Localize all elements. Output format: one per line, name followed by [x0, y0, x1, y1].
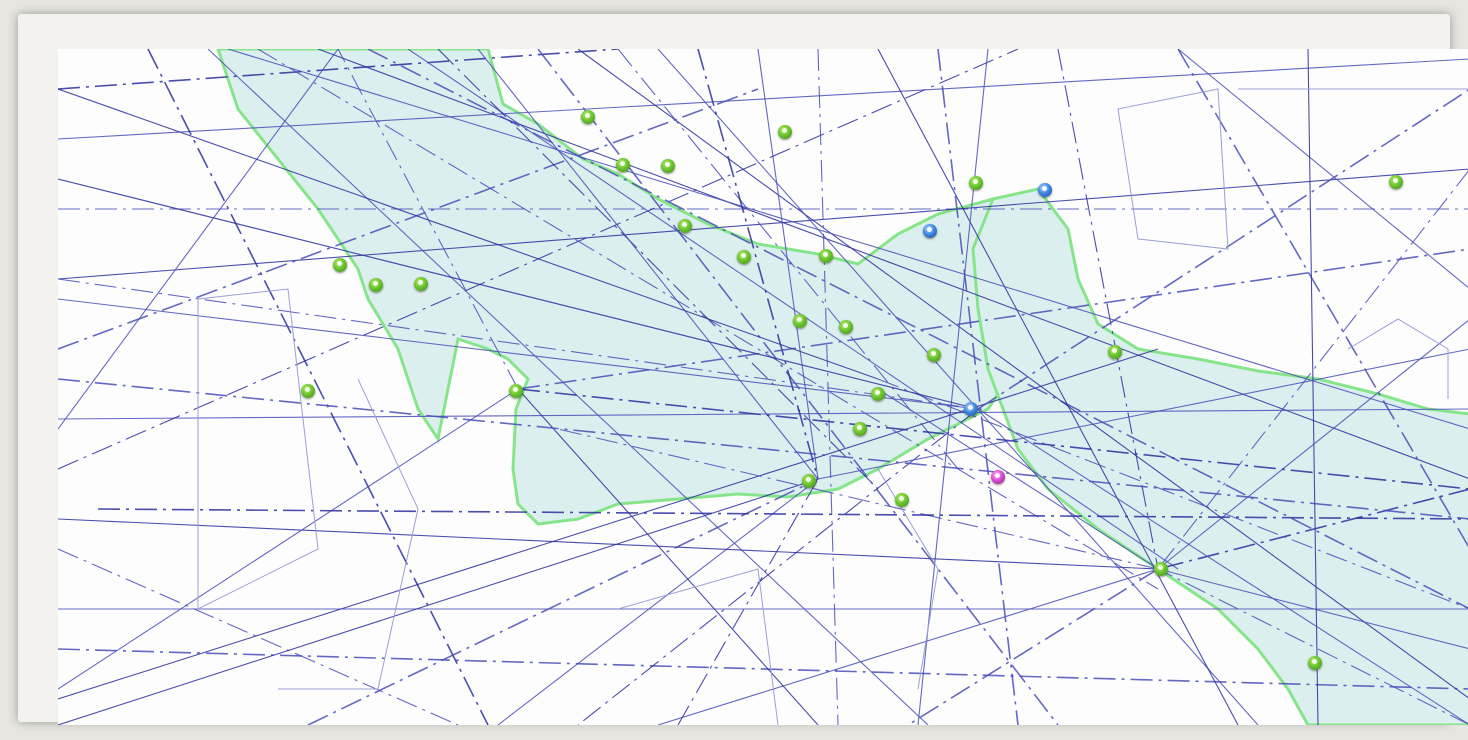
- green-airport-marker[interactable]: [301, 384, 315, 398]
- airway-line: [337, 49, 519, 390]
- airway-line: [58, 298, 979, 410]
- airway-line: [58, 478, 819, 725]
- airway-line: [227, 49, 1468, 429]
- airway-line: [757, 49, 819, 480]
- green-airport-marker[interactable]: [414, 277, 428, 291]
- airway-network: [58, 49, 1468, 725]
- green-airport-marker[interactable]: [678, 219, 692, 233]
- green-airport-marker[interactable]: [778, 125, 792, 139]
- airway-line: [657, 49, 1259, 725]
- airway-line: [657, 568, 1159, 725]
- airway-line: [58, 58, 1468, 140]
- airway-line: [517, 248, 1468, 390]
- airway-line: [1177, 49, 1468, 289]
- airway-line: [877, 49, 1239, 725]
- airway-line: [557, 428, 1159, 570]
- airway-map: [58, 49, 1468, 725]
- airway-line: [677, 478, 819, 725]
- airway-line: [697, 49, 819, 480]
- airway-line: [477, 49, 819, 480]
- green-airport-marker[interactable]: [1108, 345, 1122, 359]
- map-frame: [18, 14, 1468, 725]
- green-airport-marker[interactable]: [819, 249, 833, 263]
- airway-line: [1177, 49, 1468, 548]
- airway-line: [977, 408, 1468, 725]
- airway-line: [907, 568, 1159, 725]
- airway-line: [58, 518, 1159, 570]
- green-airport-marker[interactable]: [927, 348, 941, 362]
- magenta-airport-marker[interactable]: [991, 470, 1005, 484]
- airway-line: [877, 378, 1468, 609]
- blue-airport-marker[interactable]: [923, 224, 937, 238]
- airway-line: [58, 388, 519, 690]
- green-airport-marker[interactable]: [853, 422, 867, 436]
- land-west: [216, 49, 1040, 526]
- airway-line: [307, 478, 819, 725]
- airway-line: [577, 408, 979, 725]
- airway-line: [58, 88, 759, 350]
- green-airport-marker[interactable]: [793, 314, 807, 328]
- green-airport-marker[interactable]: [802, 474, 816, 488]
- airspace-boundary: [1347, 318, 1449, 399]
- blue-airport-marker[interactable]: [964, 402, 978, 416]
- green-airport-marker[interactable]: [737, 250, 751, 264]
- green-airport-marker[interactable]: [661, 159, 675, 173]
- airway-line: [58, 178, 979, 410]
- green-airport-marker[interactable]: [839, 320, 853, 334]
- airway-line: [1157, 319, 1468, 570]
- green-airport-marker[interactable]: [895, 493, 909, 507]
- land-east: [971, 187, 1468, 725]
- airspace-boundary: [278, 378, 419, 690]
- green-airport-marker[interactable]: [616, 158, 630, 172]
- airway-line: [577, 49, 1468, 699]
- airway-line: [1157, 568, 1468, 725]
- airway-line: [617, 49, 959, 470]
- airspace-boundary: [197, 288, 319, 610]
- green-airport-marker[interactable]: [369, 278, 383, 292]
- airway-line: [1057, 49, 1159, 570]
- airway-line: [877, 388, 1159, 570]
- airway-line: [58, 548, 459, 725]
- green-airport-marker[interactable]: [581, 110, 595, 124]
- airspace-boundary: [617, 568, 779, 725]
- airway-line: [58, 49, 619, 90]
- airway-line: [917, 49, 989, 725]
- airway-line: [1157, 488, 1468, 570]
- airway-line: [937, 49, 1019, 725]
- airway-line: [58, 278, 979, 410]
- airway-line: [207, 49, 929, 725]
- enroute-chart[interactable]: [58, 49, 1468, 725]
- airway-line: [147, 49, 489, 725]
- green-airport-marker[interactable]: [1389, 175, 1403, 189]
- airway-line: [58, 168, 1468, 280]
- airway-line: [58, 88, 879, 380]
- airway-line: [58, 408, 1468, 420]
- airway-line: [817, 348, 1468, 480]
- airway-line: [97, 508, 1468, 520]
- airway-line: [1157, 170, 1468, 570]
- blue-airport-marker[interactable]: [1038, 183, 1052, 197]
- airway-line: [437, 49, 879, 490]
- airway-line: [1307, 49, 1319, 725]
- airway-line: [58, 378, 1468, 520]
- green-airport-marker[interactable]: [969, 176, 983, 190]
- green-airport-marker[interactable]: [509, 384, 523, 398]
- green-airport-marker[interactable]: [1154, 562, 1168, 576]
- airway-line: [517, 388, 1468, 490]
- airway-line: [517, 388, 819, 725]
- airway-line: [977, 89, 1468, 410]
- airway-line: [58, 648, 1468, 690]
- airway-line: [1157, 568, 1468, 650]
- airway-line: [817, 49, 839, 725]
- green-airport-marker[interactable]: [333, 258, 347, 272]
- airspace-boundary: [1117, 88, 1229, 250]
- airway-line: [497, 478, 819, 725]
- airway-line: [58, 49, 339, 430]
- airway-line: [407, 49, 1179, 570]
- green-airport-marker[interactable]: [1308, 656, 1322, 670]
- green-airport-marker[interactable]: [871, 387, 885, 401]
